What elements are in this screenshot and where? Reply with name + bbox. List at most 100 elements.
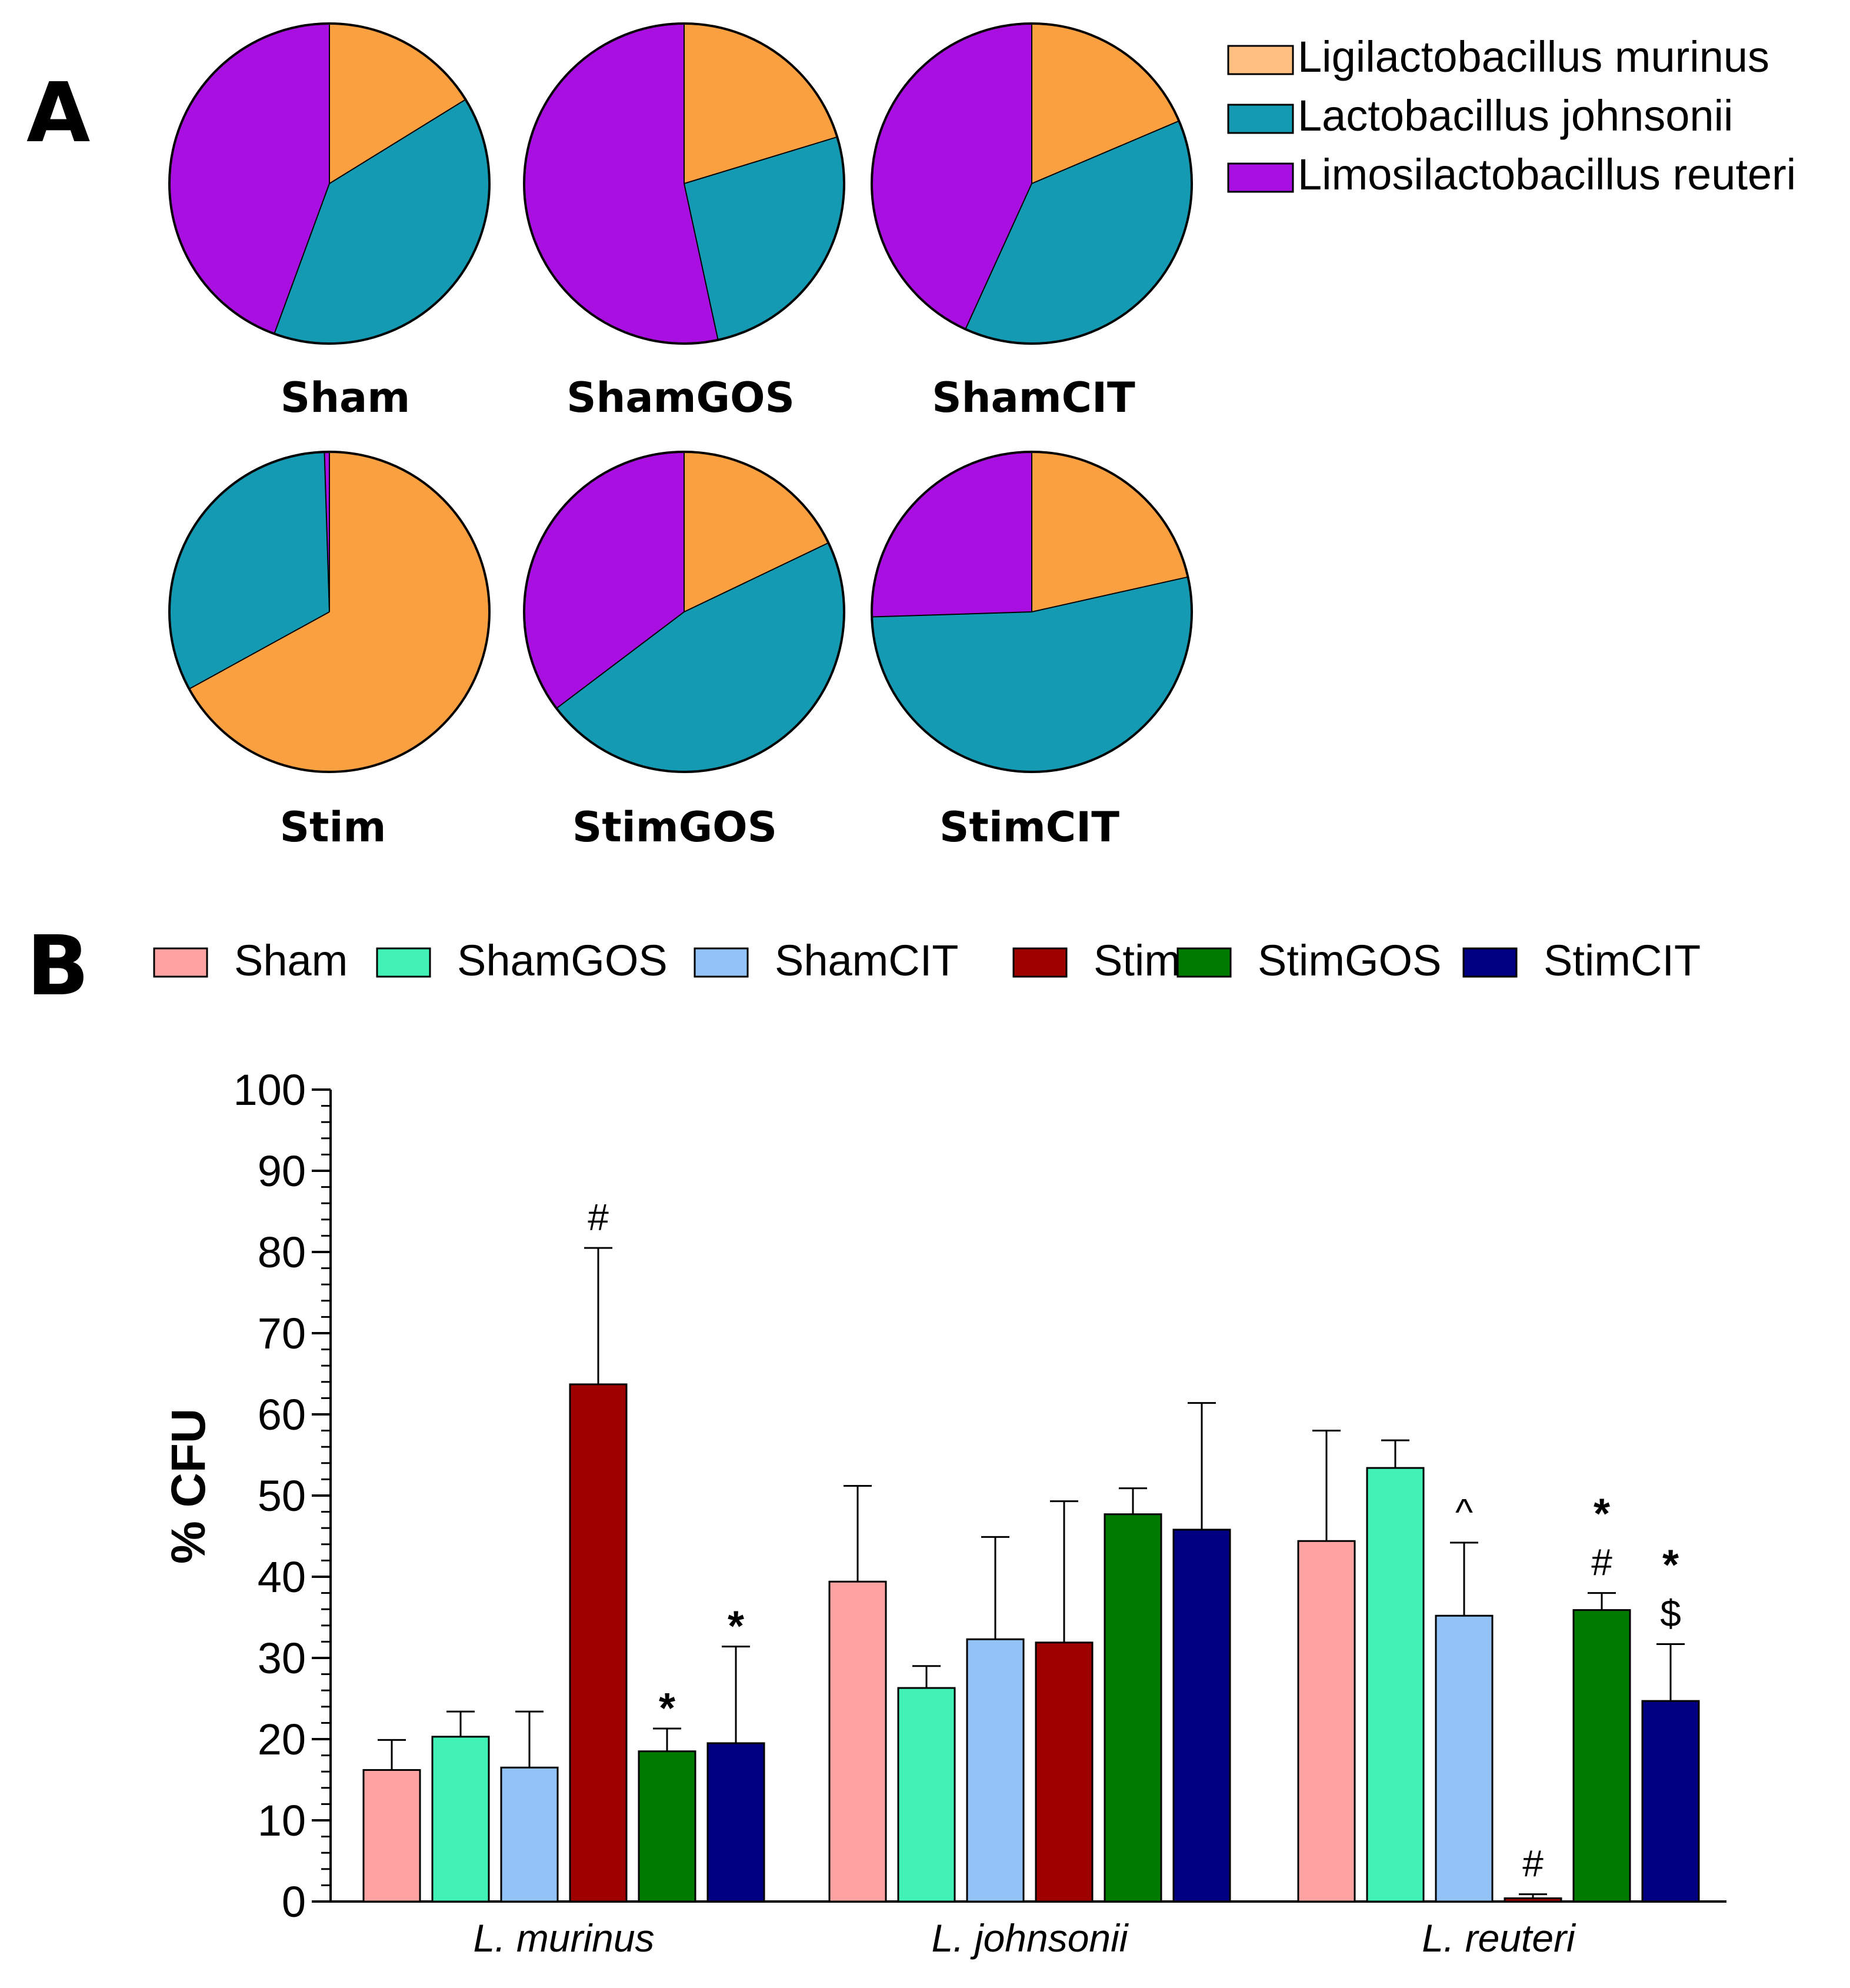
bar-shamcit-l-johnsonii: [966, 1638, 1025, 1903]
x-category-label-l-reuteri: L. reuteri: [1422, 1916, 1576, 1960]
pie-slice-stimcit-ligilactobacillus-murinus: [1032, 452, 1188, 612]
pie-slice-shamgos-limosilactobacillus-reuteri: [524, 24, 718, 344]
pie-slice-shamcit-lactobacillus-johnsonii: [965, 121, 1192, 344]
pie-label-stim: Stim: [280, 803, 386, 851]
pie-outline: [523, 451, 845, 773]
pie-legend-label-limosilactobacillus-reuteri: Limosilactobacillus reuteri: [1298, 150, 1796, 199]
pie-slice-shamcit-ligilactobacillus-murinus: [1032, 24, 1179, 184]
pie-slice-stimgos-limosilactobacillus-reuteri: [524, 452, 684, 708]
pie-stim: Stim: [168, 451, 491, 851]
pie-label-sham: Sham: [281, 374, 410, 422]
bar-legend-label-stimcit: StimCIT: [1544, 936, 1701, 985]
y-tick-label: 80: [258, 1228, 306, 1277]
bar-legend-swatch-sham: [153, 947, 208, 978]
y-axis-label: % CFU: [162, 1408, 215, 1564]
pie-stimgos: StimGOS: [523, 451, 845, 851]
pie-outline: [871, 22, 1193, 345]
y-tick-label: 40: [258, 1553, 306, 1601]
pie-shamcit: ShamCIT: [871, 22, 1193, 422]
pie-slice-stimcit-lactobacillus-johnsonii: [872, 577, 1192, 772]
bar-shamcit-l-reuteri: [1435, 1614, 1494, 1903]
bar-stimgos-l-murinus: [638, 1750, 696, 1903]
bar-group-l-johnsonii: L. johnsonii: [828, 1402, 1231, 1960]
y-tick-label: 50: [258, 1471, 306, 1520]
pie-slice-divider: [329, 99, 466, 184]
significance-mark-stimgos-l-reuteri: *: [1594, 1491, 1610, 1538]
bar-legend-swatch-shamcit: [694, 947, 749, 978]
bar-legend: Sham ShamGOS ShamCIT Stim StimGOS StimCIT: [153, 936, 1701, 985]
bar-legend-label-sham: Sham: [234, 936, 348, 985]
pie-slice-sham-limosilactobacillus-reuteri: [169, 23, 329, 334]
pie-slice-stimgos-ligilactobacillus-murinus: [684, 452, 829, 612]
pie-slice-sham-ligilactobacillus-murinus: [329, 24, 466, 184]
bar-series: #**L. murinus L. johnsonii^##*$*L. reuter…: [362, 1196, 1700, 1960]
pie-outline: [523, 22, 845, 345]
pie-legend-swatch-lactobacillus-johnsonii: [1227, 104, 1294, 134]
pie-label-stimgos: StimGOS: [572, 803, 777, 851]
bar-group-l-reuteri: ^##*$*L. reuteri: [1297, 1430, 1700, 1960]
x-category-label-l-johnsonii: L. johnsonii: [932, 1916, 1129, 1960]
pie-slice-divider: [965, 183, 1032, 329]
bar-stimcit-l-murinus: [706, 1742, 765, 1903]
pie-charts: Sham ShamGOS ShamCIT Stim StimGOS StimCIT: [168, 22, 1193, 851]
significance-mark-stimgos-l-murinus: *: [659, 1685, 675, 1732]
panel-a-letter: A: [26, 65, 90, 161]
bar-stim-l-murinus: [569, 1383, 628, 1903]
y-tick-label: 10: [258, 1796, 306, 1845]
y-tick-label: 90: [258, 1147, 306, 1196]
pie-slice-stim-ligilactobacillus-murinus: [189, 452, 489, 772]
y-tick-label: 0: [282, 1877, 306, 1926]
pie-slice-divider: [1031, 576, 1188, 612]
bar-sham-l-johnsonii: [828, 1580, 887, 1903]
pie-legend: Ligilactobacillus murinus Lactobacillus j…: [1227, 32, 1796, 199]
pie-slice-stimcit-limosilactobacillus-reuteri: [871, 452, 1032, 617]
pie-slice-sham-lactobacillus-johnsonii: [274, 99, 490, 344]
pie-shamgos: ShamGOS: [523, 22, 845, 422]
pie-slice-divider: [684, 542, 829, 612]
significance-mark-stimgos-l-reuteri: #: [1591, 1541, 1612, 1584]
pie-slice-divider: [1031, 120, 1179, 184]
pie-slice-shamgos-ligilactobacillus-murinus: [684, 23, 838, 184]
pie-sham: Sham: [168, 22, 491, 422]
bar-shamgos-l-murinus: [431, 1736, 490, 1903]
bar-legend-swatch-shamgos: [376, 947, 431, 978]
bar-legend-swatch-stimgos: [1176, 947, 1232, 978]
bar-sham-l-reuteri: [1297, 1540, 1356, 1903]
pie-outline: [168, 451, 491, 773]
pie-label-shamgos: ShamGOS: [566, 374, 795, 422]
pie-slice-stimgos-lactobacillus-johnsonii: [556, 542, 845, 772]
significance-mark-stim-l-murinus: #: [588, 1196, 609, 1238]
pie-outline: [871, 451, 1193, 773]
bar-stim-l-johnsonii: [1035, 1641, 1094, 1903]
bar-legend-label-shamgos: ShamGOS: [457, 936, 668, 985]
significance-mark-shamcit-l-reuteri: ^: [1455, 1491, 1473, 1533]
bar-legend-label-stim: Stim: [1094, 936, 1181, 985]
pie-slice-divider: [872, 611, 1032, 618]
pie-slice-divider: [684, 136, 838, 184]
bar-shamgos-l-reuteri: [1366, 1467, 1425, 1903]
bar-stimcit-l-johnsonii: [1172, 1529, 1231, 1903]
bar-axes: 0 10 20 30 40 50 60 70 80 90 100: [234, 1065, 1726, 1926]
pie-label-shamcit: ShamCIT: [932, 374, 1135, 422]
pie-legend-label-ligilactobacillus-murinus: Ligilactobacillus murinus: [1298, 32, 1769, 81]
bar-shamgos-l-johnsonii: [897, 1687, 956, 1903]
pie-slice-divider: [684, 183, 719, 341]
bar-legend-swatch-stim: [1012, 947, 1068, 978]
y-tick-label: 70: [258, 1309, 306, 1358]
bar-legend-label-shamcit: ShamCIT: [775, 936, 959, 985]
pie-stimcit: StimCIT: [871, 451, 1193, 851]
pie-slice-divider: [274, 183, 330, 334]
x-category-label-l-murinus: L. murinus: [473, 1916, 654, 1960]
y-tick-label: 30: [258, 1634, 306, 1683]
bar-stimcit-l-reuteri: [1641, 1700, 1700, 1903]
bar-group-l-murinus: # * * L. murinus: [362, 1196, 765, 1960]
pie-slice-shamcit-limosilactobacillus-reuteri: [871, 24, 1032, 329]
bar-sham-l-murinus: [362, 1769, 421, 1903]
significance-mark-stimcit-l-reuteri: $: [1660, 1593, 1681, 1635]
pie-outline: [168, 22, 491, 345]
bar-legend-swatch-stimcit: [1462, 947, 1518, 978]
pie-slice-stim-lactobacillus-johnsonii: [169, 452, 329, 690]
significance-mark-stim-l-reuteri: #: [1522, 1843, 1544, 1885]
bar-stimgos-l-reuteri: [1572, 1609, 1631, 1903]
